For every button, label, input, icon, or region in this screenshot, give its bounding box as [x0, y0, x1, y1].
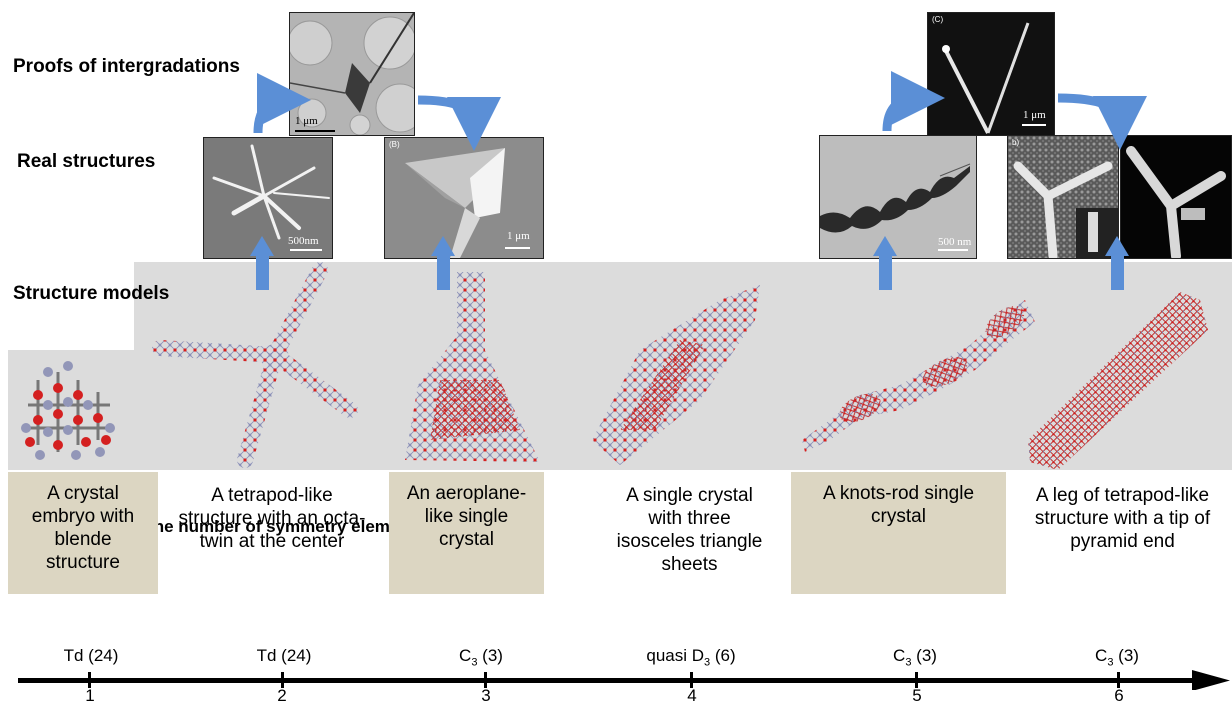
axis-tick-4: [690, 672, 693, 688]
curved-arrow-1: [253, 73, 311, 134]
up-arrow-2: [250, 236, 274, 290]
model-knots-rod: [802, 300, 1035, 452]
axis-label-3: 3: [481, 686, 491, 705]
proof2-scale: 1 μm: [1023, 109, 1046, 121]
axis-tick-5: [915, 672, 918, 688]
desc-text-2: A tetrapod-like structure with an octa-t…: [178, 485, 366, 552]
knots-rod-micrograph: 500 nm: [819, 135, 977, 259]
desc-text-1: A crystal embryo with blende structure: [31, 483, 135, 573]
model-crystal-embryo: [21, 361, 115, 460]
point-group-4: quasi D3 (6): [646, 646, 736, 669]
axis-label-5: 5: [912, 686, 922, 705]
proof2-tag: (C): [932, 15, 944, 24]
up-arrow-5: [873, 236, 897, 290]
point-group-2: Td (24): [256, 646, 312, 665]
axis-label-6: 6: [1114, 686, 1124, 705]
axis-tick-2: [281, 672, 284, 688]
aeroplane-tag: (B): [389, 140, 400, 149]
model-three-sheets: [592, 285, 760, 465]
leg-tag: b): [1012, 138, 1020, 147]
axis-label-4: 4: [687, 686, 697, 705]
axis-line: [18, 678, 1198, 683]
axis-arrowhead: [1192, 670, 1230, 690]
curved-arrow-3: [882, 71, 945, 132]
point-group-5: C3 (3): [893, 646, 937, 669]
model-leg: [1028, 292, 1208, 470]
tetrapod-micrograph: 500nm: [203, 137, 333, 259]
axis-tick-1: [88, 672, 91, 688]
axis: [18, 670, 1230, 690]
tetrapod-scale: 500nm: [288, 235, 319, 247]
leg-micrograph-1: b): [1007, 135, 1119, 259]
proof-micrograph-2: (C) 1 μm: [927, 12, 1055, 136]
point-group-3: C3 (3): [459, 646, 503, 669]
point-group-1: Td (24): [63, 646, 119, 665]
point-group-6: C3 (3): [1095, 646, 1139, 669]
model-aeroplane: [405, 272, 540, 462]
aeroplane-scale: 1 μm: [507, 230, 530, 242]
desc-text-6: A leg of tetrapod-like structure with a …: [1034, 485, 1211, 552]
row-label-models: Structure models: [13, 283, 170, 304]
curved-arrow-4: [1057, 93, 1147, 150]
axis-label-2: 2: [277, 686, 287, 705]
axis-label-1: 1: [85, 686, 95, 705]
desc-box-1: A crystal embryo with blende structure: [8, 472, 158, 594]
desc-text-5: A knots-rod single crystal: [822, 483, 975, 527]
aeroplane-micrograph: (B) 1 μm: [384, 137, 544, 259]
knots-scale: 500 nm: [938, 236, 972, 248]
model-tetrapod: [152, 262, 358, 468]
up-arrow-3: [431, 236, 455, 290]
axis-tick-6: [1117, 672, 1120, 688]
up-arrow-6: [1105, 236, 1129, 290]
desc-text-4: A single crystal with three isosceles tr…: [616, 485, 763, 575]
row-label-real: Real structures: [17, 151, 156, 172]
desc-box-3: An aeroplane-like single crystal: [389, 472, 544, 594]
desc-text-3: An aeroplane-like single crystal: [406, 483, 527, 550]
curved-arrow-2: [417, 95, 501, 151]
row-label-proofs: Proofs of intergradations: [13, 56, 240, 77]
axis-tick-3: [484, 672, 487, 688]
desc-box-5: A knots-rod single crystal: [791, 472, 1006, 594]
